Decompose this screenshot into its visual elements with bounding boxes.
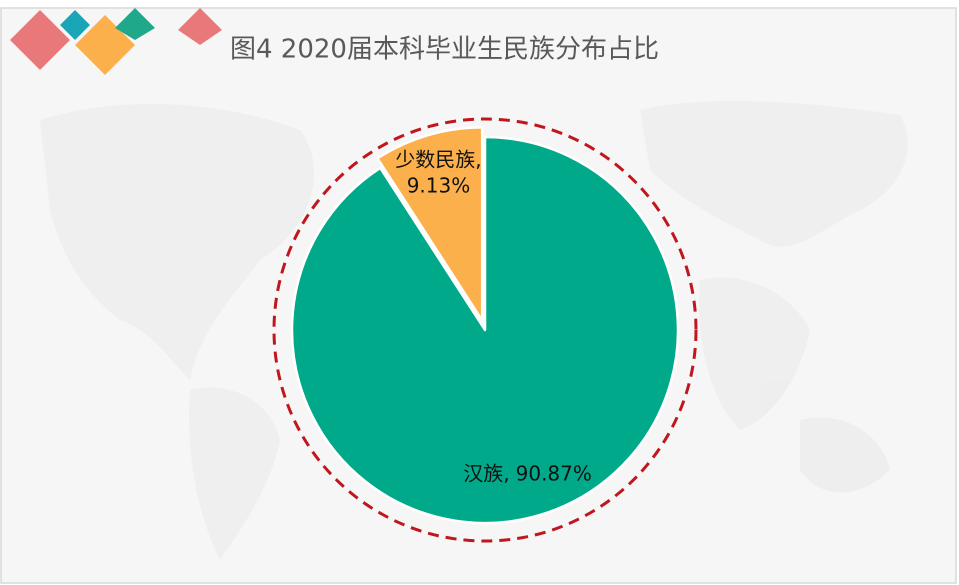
decoration-diamonds [10, 8, 222, 75]
category-label: 汉族, [463, 461, 509, 485]
value-label: 9.13% [407, 173, 471, 197]
value-label: 90.87% [516, 461, 592, 485]
pie-slice [376, 126, 484, 322]
category-label: 少数民族, [395, 147, 481, 171]
chart-title: 图4 2020届本科毕业生民族分布占比 [230, 35, 659, 65]
diamond [60, 10, 90, 40]
dashed-ring [272, 117, 698, 543]
data-label: 汉族, 90.87% [463, 461, 592, 485]
diamond [178, 8, 222, 45]
data-label: 少数民族, 9.13% [395, 147, 481, 197]
world-map-background [40, 100, 908, 560]
pie: 汉族, 90.87% 少数民族, 9.13% [290, 126, 680, 525]
diamond [115, 8, 155, 40]
pie-slice [290, 135, 680, 525]
diamond [10, 10, 70, 70]
